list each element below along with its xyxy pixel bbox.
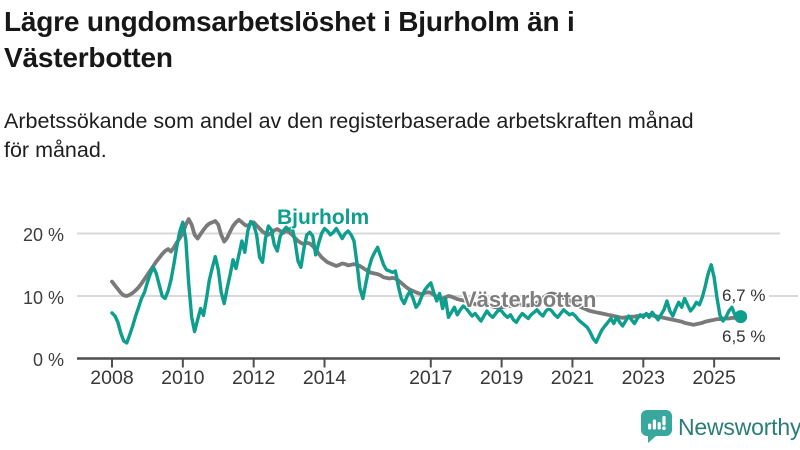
x-tick-label: 2023 [621,367,665,389]
logo-bar-2 [652,419,656,430]
y-tick-label: 0 % [32,350,64,370]
chart-subtitle-line2: för månad. [4,138,107,162]
logo-bar-1 [648,423,652,430]
newsworthy-logo-text: Newsworthy [678,414,800,440]
x-tick-label: 2014 [302,367,347,389]
end-value-label-bjurholm: 6,7 % [722,286,766,305]
x-tick-label: 2017 [409,367,453,389]
logo-bar-3 [657,422,661,430]
y-tick-label: 10 % [22,287,64,308]
series-label-bjurholm: Bjurholm [277,206,370,229]
page-title-line2: Västerbotten [4,42,173,73]
series-line-bjurholm [110,219,743,345]
latest-value-dot [734,310,748,324]
x-tick-label: 2012 [231,367,276,389]
page-title: Lägre ungdomsarbetslöshet i Bjurholm än … [4,4,774,76]
end-value-label-vasterbotten: 6,5 % [722,327,766,346]
logo-exclamation-dot [662,426,666,430]
series-line-västerbotten [110,217,743,327]
chart-subtitle-line1: Arbetssökande som andel av den registerb… [4,109,694,133]
logo-bubble-shape [641,410,672,443]
newsworthy-logo-icon [641,410,672,443]
x-tick-label: 2019 [479,367,524,389]
x-tick-label: 2021 [550,367,595,389]
page-title-line1: Lägre ungdomsarbetslöshet i Bjurholm än … [4,6,575,37]
x-tick-label: 2010 [161,367,205,389]
series-label-vasterbotten: Västerbotten [462,287,597,312]
chart-subtitle: Arbetssökande som andel av den registerb… [4,107,794,165]
y-tick-label: 20 % [22,225,64,245]
logo-exclamation-stem [662,416,666,426]
x-tick-label: 2008 [90,367,134,389]
x-tick-label: 2025 [692,367,736,389]
